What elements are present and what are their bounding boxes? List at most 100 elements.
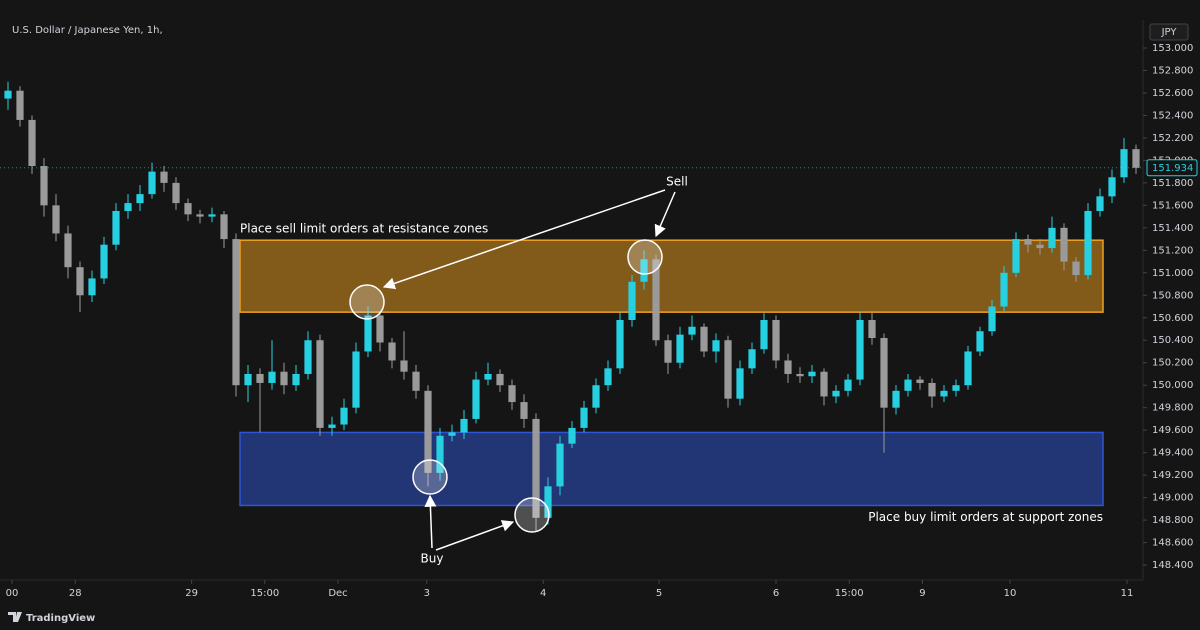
candle-body — [304, 340, 312, 374]
candle-body — [628, 281, 636, 321]
candle-body — [748, 349, 756, 369]
arrow — [424, 494, 437, 549]
candle-body — [976, 331, 984, 352]
candle-body — [712, 340, 720, 352]
highlight-circle — [412, 459, 448, 495]
candle-body — [520, 402, 528, 419]
candle-body — [460, 418, 468, 433]
x-tick-label: 28 — [69, 588, 82, 599]
y-tick-label: 150.000 — [1152, 380, 1193, 391]
candle-body — [16, 90, 24, 120]
candle-body — [88, 278, 96, 296]
x-tick-label: 11 — [1121, 588, 1134, 599]
arrow — [654, 191, 676, 238]
candle-body — [232, 239, 240, 386]
chart-title: U.S. Dollar / Japanese Yen, 1h, — [12, 25, 163, 36]
highlight-circle — [349, 284, 385, 320]
x-tick-label: 29 — [185, 588, 198, 599]
candle-body — [352, 351, 360, 408]
x-tick-label: Dec — [328, 588, 347, 599]
zone — [239, 431, 1104, 507]
candle-body — [784, 360, 792, 374]
candle-body — [4, 90, 12, 99]
candle-body — [268, 371, 276, 383]
candle-body — [364, 315, 372, 352]
candle-body — [508, 385, 516, 403]
y-tick-label: 151.200 — [1152, 245, 1193, 256]
candle-body — [1120, 149, 1128, 178]
y-tick-label: 149.000 — [1152, 493, 1193, 504]
candle-body — [880, 337, 888, 408]
x-tick-label: 00 — [6, 588, 19, 599]
candle-body — [280, 371, 288, 386]
candle-body — [100, 244, 108, 279]
candle-body — [1096, 196, 1104, 211]
candle-body — [1048, 227, 1056, 249]
candle-body — [496, 373, 504, 386]
candle-body — [328, 424, 336, 428]
candle-body — [952, 385, 960, 391]
candle-body — [1036, 244, 1044, 249]
candle-body — [148, 171, 156, 195]
last-price-label: 151.934 — [1152, 163, 1193, 174]
candle-body — [112, 210, 120, 245]
candle-body — [544, 486, 552, 518]
candle-body — [736, 368, 744, 399]
candle-body — [868, 320, 876, 338]
y-tick-label: 149.800 — [1152, 403, 1193, 414]
candle-body — [940, 390, 948, 397]
y-tick-label: 152.200 — [1152, 133, 1193, 144]
currency: JPY — [1161, 27, 1178, 38]
candle-body — [136, 194, 144, 204]
candle-body — [760, 320, 768, 350]
candle-body — [592, 385, 600, 408]
candle-body — [796, 373, 804, 377]
x-tick-label: 15:00 — [250, 588, 279, 599]
x-tick-label: 3 — [424, 588, 430, 599]
candle-body — [844, 379, 852, 391]
candle-body — [616, 320, 624, 369]
candle-body — [652, 259, 660, 341]
candle-body — [52, 205, 60, 234]
y-tick-label: 151.800 — [1152, 178, 1193, 189]
candle-body — [208, 214, 216, 217]
candle-body — [832, 390, 840, 397]
candle-body — [160, 171, 168, 183]
candle-body — [664, 340, 672, 363]
candle-body — [808, 371, 816, 377]
y-tick-label: 151.400 — [1152, 223, 1193, 234]
arrow — [435, 520, 515, 551]
candle-body — [244, 373, 252, 386]
candle-body — [1084, 210, 1092, 276]
candle-body — [400, 360, 408, 372]
brand: TradingView — [26, 613, 95, 624]
candle-body — [820, 371, 828, 397]
candle-body — [40, 166, 48, 206]
highlight-circle — [627, 239, 663, 275]
y-tick-label: 149.600 — [1152, 425, 1193, 436]
brand-logo — [8, 612, 22, 622]
candle-body — [1108, 177, 1116, 197]
candle-body — [1132, 149, 1140, 168]
candle-body — [484, 373, 492, 380]
x-tick-label: 4 — [540, 588, 546, 599]
zone-label: Place sell limit orders at resistance zo… — [240, 222, 488, 236]
y-tick-label: 150.400 — [1152, 335, 1193, 346]
candle-body — [700, 326, 708, 352]
y-tick-label: 148.800 — [1152, 515, 1193, 526]
candle-body — [316, 340, 324, 428]
candle-body — [28, 119, 36, 167]
candle-body — [388, 342, 396, 361]
x-tick-label: 15:00 — [835, 588, 864, 599]
candle-body — [412, 371, 420, 391]
x-tick-label: 9 — [919, 588, 925, 599]
candle-body — [76, 267, 84, 296]
candle-body — [220, 214, 228, 240]
zones: Place sell limit orders at resistance zo… — [239, 222, 1104, 524]
candle-body — [916, 379, 924, 383]
candle-body — [1072, 261, 1080, 276]
x-tick-label: 10 — [1004, 588, 1017, 599]
y-tick-label: 152.400 — [1152, 110, 1193, 121]
